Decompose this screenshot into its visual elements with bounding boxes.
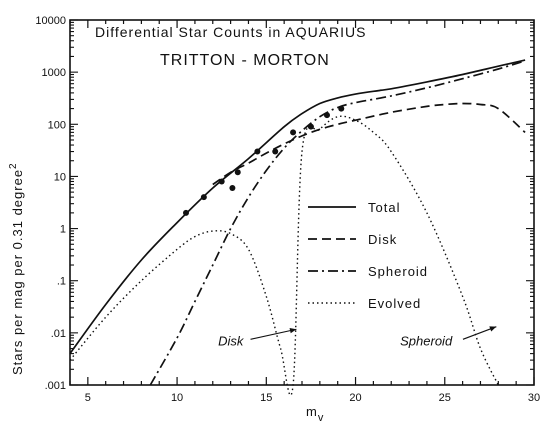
series-line-total (69, 59, 526, 355)
series-line-spheroid (149, 59, 526, 386)
observed-point (254, 148, 261, 155)
annotation-spheroid: Spheroid (400, 333, 453, 348)
annotations: Disk Spheroid (218, 326, 497, 348)
x-axis-label-sub: v (318, 412, 325, 422)
observed-point (218, 178, 225, 185)
legend-label-total: Total (368, 200, 400, 215)
x-axis-label-main: m (306, 404, 318, 419)
observed-point (272, 148, 279, 155)
legend-label-spheroid: Spheroid (368, 264, 428, 279)
y-tick-label: 10 (54, 171, 66, 183)
annotation-arrowhead (489, 326, 497, 332)
y-tick-label: .001 (45, 380, 66, 392)
x-tick-label: 15 (260, 392, 272, 404)
annotation-disk: Disk (218, 333, 245, 348)
y-tick-label: .01 (51, 328, 66, 340)
observed-point (200, 194, 207, 201)
observed-point (183, 209, 189, 216)
observed-point (323, 112, 330, 119)
series-line-evolved (69, 115, 499, 396)
y-tick-label: 10000 (35, 15, 66, 27)
observed-point (234, 169, 241, 176)
chart-title: Differential Star Counts in AQUARIUS (95, 24, 367, 40)
y-axis-label-main: Stars per mag per 0.31 degree (10, 169, 25, 375)
chart-subtitle: TRITTON - MORTON (160, 52, 330, 69)
legend-label-disk: Disk (368, 232, 397, 247)
annotation-arrow (250, 328, 297, 340)
y-axis-label-sup: 2 (8, 162, 19, 169)
x-tick-label: 20 (349, 392, 361, 404)
x-tick-label: 25 (439, 392, 451, 404)
series-line-disk (212, 102, 526, 186)
x-tick-label: 10 (171, 392, 183, 404)
legend-label-evolved: Evolved (368, 296, 421, 311)
x-tick-label: 5 (85, 392, 91, 404)
annotation-arrowhead (289, 327, 297, 334)
observed-point (307, 123, 314, 130)
y-tick-label: 100 (48, 119, 66, 131)
x-tick-label: 30 (528, 392, 540, 404)
observed-point (229, 184, 236, 191)
y-axis-label: Stars per mag per 0.31 degree2 (8, 162, 25, 375)
legend: Total Disk Spheroid Evolved (308, 200, 428, 311)
observed-point (290, 129, 297, 136)
observed-point (338, 105, 345, 112)
axis-ticks (69, 19, 535, 386)
series-layer (69, 59, 526, 396)
axis-tick-labels: 5 10 15 20 25 30 .001 .01 .1 1 10 100 1000 10000 (35, 15, 540, 404)
x-axis-label: mv (306, 404, 324, 422)
y-tick-label: 1000 (42, 67, 66, 79)
observed-points (183, 105, 345, 216)
y-tick-label: 1 (60, 224, 66, 236)
y-tick-label: .1 (57, 276, 66, 288)
